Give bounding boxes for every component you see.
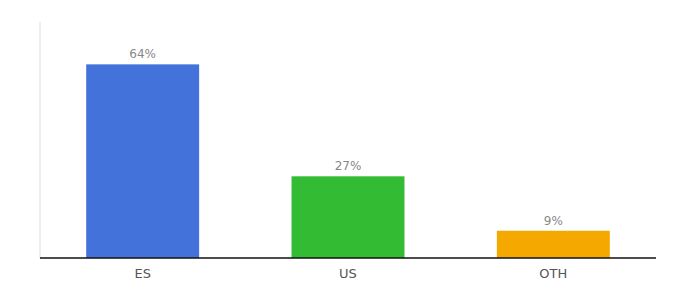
bars xyxy=(86,64,610,258)
x-tick-label: ES xyxy=(134,266,150,281)
data-label: 64% xyxy=(129,47,156,61)
y-axis-line xyxy=(40,22,41,258)
x-tick-label: US xyxy=(339,266,357,281)
data-label: 27% xyxy=(335,159,362,173)
chart-svg: ES US OTH 64% 27% 9% xyxy=(0,0,680,300)
bar xyxy=(292,176,405,258)
bar xyxy=(497,231,610,258)
bar xyxy=(86,64,199,258)
x-tick-label: OTH xyxy=(539,266,567,281)
x-axis-line xyxy=(40,257,656,259)
chart-container: ES US OTH 64% 27% 9% xyxy=(0,0,680,300)
data-label: 9% xyxy=(544,214,563,228)
